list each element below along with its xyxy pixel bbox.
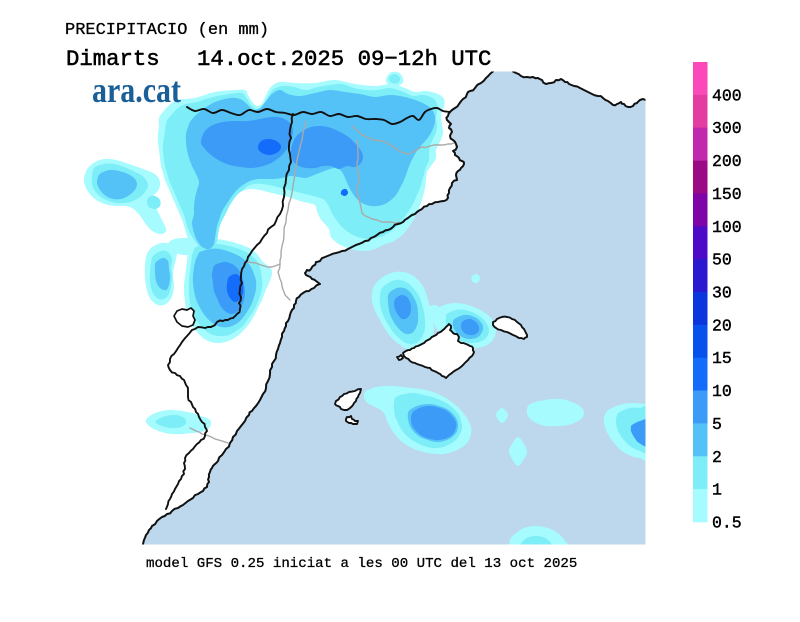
svg-text:150: 150: [712, 185, 742, 204]
svg-text:100: 100: [712, 218, 742, 237]
svg-text:14.oct.2025 09−12h UTC: 14.oct.2025 09−12h UTC: [197, 46, 491, 72]
svg-text:PRECIPITACIO (en mm): PRECIPITACIO (en mm): [65, 21, 269, 40]
svg-text:15: 15: [712, 349, 732, 368]
svg-text:Dimarts: Dimarts: [66, 46, 160, 72]
svg-text:model GFS 0.25 iniciat a les 0: model GFS 0.25 iniciat a les 00 UTC del …: [146, 556, 577, 572]
svg-text:2: 2: [712, 448, 722, 467]
svg-text:200: 200: [712, 152, 742, 171]
svg-text:ara.cat: ara.cat: [92, 70, 181, 110]
svg-text:30: 30: [712, 284, 732, 303]
svg-text:1: 1: [712, 481, 722, 500]
svg-text:20: 20: [712, 316, 732, 335]
svg-text:10: 10: [712, 382, 732, 401]
svg-text:5: 5: [712, 415, 722, 434]
svg-text:400: 400: [712, 86, 742, 105]
svg-text:50: 50: [712, 251, 732, 270]
svg-text:300: 300: [712, 119, 742, 138]
svg-text:0.5: 0.5: [712, 514, 742, 533]
